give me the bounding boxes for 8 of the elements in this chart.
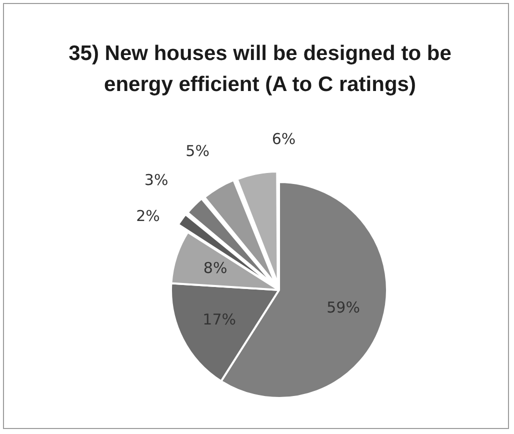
data-label: 59% bbox=[326, 298, 360, 317]
data-label: 6% bbox=[272, 130, 296, 148]
data-label: 8% bbox=[203, 259, 228, 278]
data-label: 17% bbox=[202, 310, 236, 328]
data-label: 3% bbox=[144, 171, 168, 190]
data-label: 5% bbox=[186, 142, 210, 160]
chart-title: 35) New houses will be designed to be energy efficient (A to C ratings) bbox=[68, 41, 452, 98]
data-label: 2% bbox=[136, 206, 160, 225]
